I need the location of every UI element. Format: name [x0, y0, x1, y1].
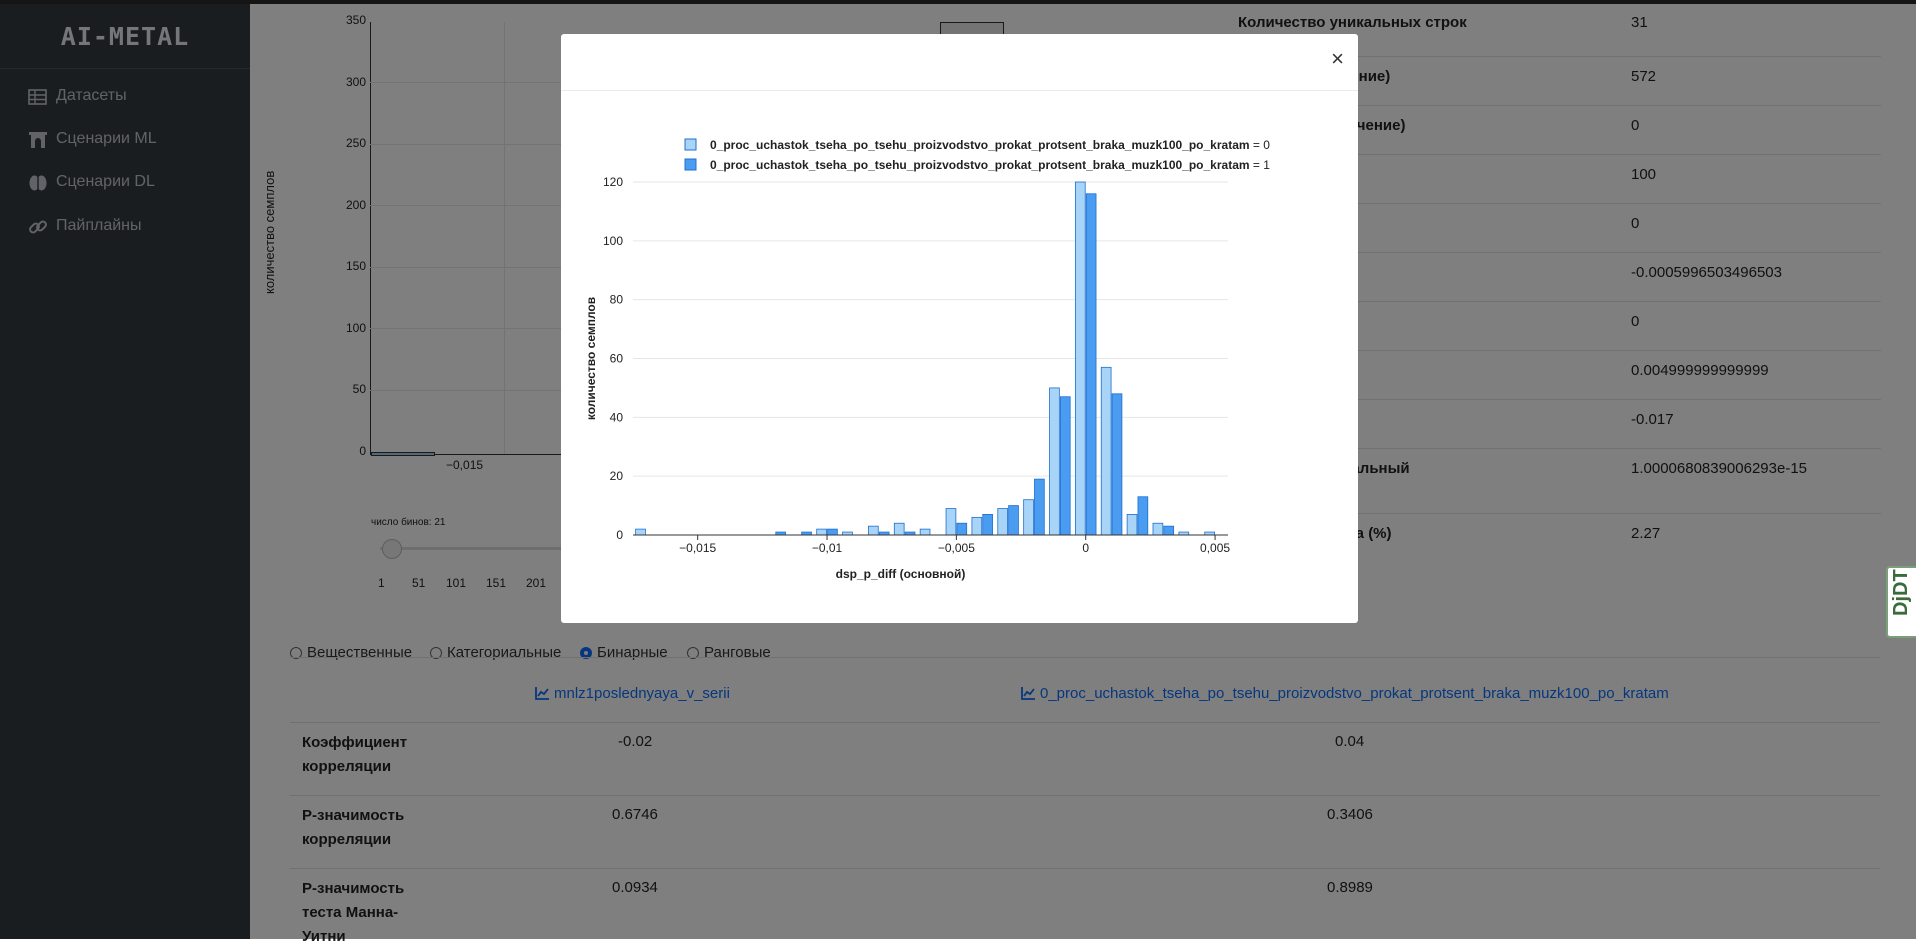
y-tick-label: 20: [610, 469, 624, 483]
legend-entry: 0_proc_uchastok_tseha_po_tsehu_proizvods…: [710, 138, 1270, 152]
histogram-bar: [919, 528, 931, 536]
djdt-label: DjDT: [1890, 569, 1912, 616]
histogram-bar: [1100, 366, 1112, 536]
histogram-bar: [1152, 522, 1164, 536]
x-tick-label: 0: [1082, 541, 1089, 555]
legend-series-name: 0_proc_uchastok_tseha_po_tsehu_proizvods…: [710, 158, 1250, 172]
histogram-bar: [893, 522, 905, 536]
histogram-bar: [971, 516, 983, 536]
legend-series-suffix: = 0: [1250, 138, 1271, 152]
x-tick-label: −0,005: [938, 541, 975, 555]
histogram-bar: [945, 508, 957, 536]
y-axis-label: количество семплов: [584, 297, 598, 420]
histogram-chart: 0 20 40 60 80 100 120 −0,015 −0,01 −0,005 0 0,005 ds…: [584, 138, 1270, 581]
histogram-bar: [1023, 499, 1034, 536]
histogram-bar: [982, 514, 993, 536]
x-tick-label: −0,01: [812, 541, 843, 555]
legend-swatch: [684, 158, 697, 171]
histogram-bar: [827, 528, 838, 536]
histogram-bar: [1008, 505, 1019, 536]
y-tick-label: 40: [610, 410, 624, 424]
histogram-bar: [1049, 387, 1060, 536]
histogram-bar: [997, 508, 1009, 536]
y-tick-label: 60: [610, 352, 624, 366]
legend-series-suffix: = 1: [1250, 158, 1271, 172]
y-tick-label: 0: [616, 528, 623, 542]
histogram-bar: [868, 525, 879, 536]
legend-entry: 0_proc_uchastok_tseha_po_tsehu_proizvods…: [710, 158, 1270, 172]
histogram-bar: [1126, 514, 1138, 536]
x-tick-label: −0,015: [679, 541, 716, 555]
histogram-bar: [1034, 478, 1045, 536]
histogram-bar: [635, 528, 646, 536]
legend-series-name: 0_proc_uchastok_tseha_po_tsehu_proizvods…: [710, 138, 1250, 152]
histogram-bar: [956, 522, 968, 536]
close-button[interactable]: ×: [1331, 46, 1344, 71]
modal-header: ×: [561, 34, 1358, 91]
x-tick-label: 0,005: [1200, 541, 1230, 555]
histogram-bar: [1111, 393, 1123, 536]
histogram-bar: [816, 528, 827, 536]
histogram-bar: [1085, 193, 1097, 536]
django-debug-toolbar-handle[interactable]: DjDT: [1886, 566, 1916, 638]
histogram-bar: [1074, 181, 1086, 536]
legend-swatch: [684, 138, 697, 151]
histogram-bar: [1137, 496, 1149, 536]
histogram-bar: [1163, 525, 1175, 536]
y-tick-label: 100: [603, 234, 623, 248]
y-tick-label: 80: [610, 293, 624, 307]
x-axis-label: dsp_p_diff (основной): [836, 567, 966, 581]
y-tick-label: 120: [603, 175, 623, 189]
histogram-bar: [1059, 396, 1071, 536]
chart-modal: × 0 20 40 60 80 100 120 −0,015 −0,01 −0,005 0 0,005…: [561, 34, 1358, 623]
